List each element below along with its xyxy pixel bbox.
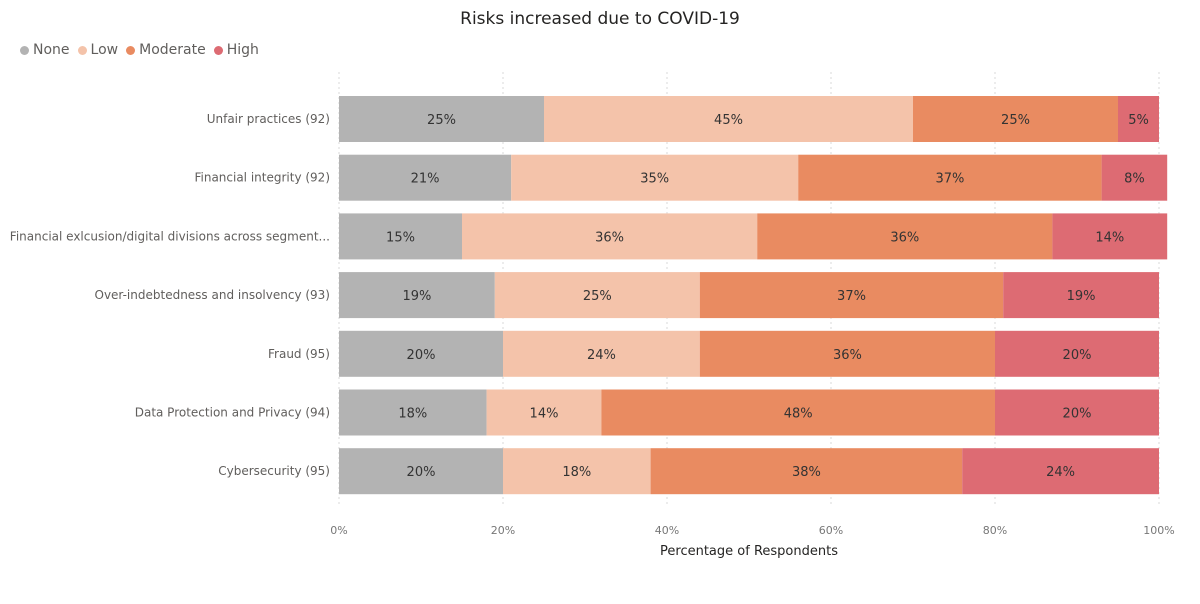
bar-segment-high[interactable] xyxy=(1118,96,1159,142)
legend-marker xyxy=(126,45,136,55)
data-label: 18% xyxy=(562,465,591,480)
data-label: 8% xyxy=(1124,172,1145,187)
bar-segment-none[interactable] xyxy=(339,213,462,260)
bar-segment-low[interactable] xyxy=(462,213,758,260)
bar-segment-moderate[interactable] xyxy=(699,272,1004,319)
data-label: 25% xyxy=(1001,113,1030,128)
data-label: 20% xyxy=(407,465,436,480)
bar-segment-none[interactable] xyxy=(339,96,544,142)
data-label: 25% xyxy=(427,113,456,128)
bar-segment-low[interactable] xyxy=(511,154,799,201)
bar-segment-none[interactable] xyxy=(339,154,512,201)
bar-segment-moderate[interactable] xyxy=(913,96,1118,142)
legend-label: High xyxy=(226,42,259,58)
data-label: 36% xyxy=(890,230,919,245)
legend-label: None xyxy=(33,42,70,58)
legend-item-moderate[interactable]: Moderate xyxy=(126,42,206,58)
data-label: 38% xyxy=(792,465,821,480)
legend: None Low Moderate High xyxy=(20,42,267,58)
bar-segment-none[interactable] xyxy=(339,272,495,319)
x-tick-label: 80% xyxy=(983,524,1007,537)
data-label: 48% xyxy=(784,407,813,422)
data-label: 24% xyxy=(1046,465,1075,480)
legend-item-high[interactable]: High xyxy=(213,42,259,58)
category-label: Financial exlcusion/digital divisions ac… xyxy=(10,229,330,243)
x-tick-label: 0% xyxy=(330,524,347,537)
category-label: Data Protection and Privacy (94) xyxy=(135,406,330,420)
data-label: 15% xyxy=(386,230,415,245)
data-label: 25% xyxy=(583,289,612,304)
data-label: 37% xyxy=(837,289,866,304)
bar-segment-moderate[interactable] xyxy=(650,448,963,495)
x-tick-label: 100% xyxy=(1143,524,1174,537)
chart-title: Risks increased due to COVID-19 xyxy=(460,9,740,29)
bar-segment-moderate[interactable] xyxy=(601,389,995,436)
x-tick-label: 40% xyxy=(655,524,679,537)
data-label: 19% xyxy=(402,289,431,304)
data-label: 20% xyxy=(1063,407,1092,422)
bar-segment-moderate[interactable] xyxy=(798,154,1102,201)
bar-segment-high[interactable] xyxy=(995,330,1159,377)
bar-segment-low[interactable] xyxy=(486,389,602,436)
x-tick-label: 60% xyxy=(819,524,843,537)
data-label: 20% xyxy=(407,348,436,363)
legend-item-low[interactable]: Low xyxy=(77,42,119,58)
bar-segment-low[interactable] xyxy=(494,272,700,319)
legend-item-none[interactable]: None xyxy=(20,42,70,58)
data-label: 14% xyxy=(1095,230,1124,245)
bar-segment-high[interactable] xyxy=(1003,272,1159,319)
legend-marker xyxy=(77,45,87,55)
legend-label: Low xyxy=(90,42,119,58)
data-label: 24% xyxy=(587,348,616,363)
bar-segment-low[interactable] xyxy=(503,448,651,495)
bar-segment-high[interactable] xyxy=(1101,154,1168,201)
data-label: 20% xyxy=(1063,348,1092,363)
legend-label: Moderate xyxy=(139,42,206,58)
legend-marker xyxy=(20,45,29,55)
category-label: Fraud (95) xyxy=(268,347,330,361)
data-label: 36% xyxy=(595,230,624,245)
category-label: Unfair practices (92) xyxy=(207,112,330,126)
x-axis-title: Percentage of Respondents xyxy=(660,544,838,559)
bar-segment-moderate[interactable] xyxy=(699,330,995,377)
bar-segment-high[interactable] xyxy=(1052,213,1168,260)
bar-segment-none[interactable] xyxy=(339,389,487,436)
data-label: 19% xyxy=(1067,289,1096,304)
x-tick-label: 20% xyxy=(491,524,515,537)
bar-segment-moderate[interactable] xyxy=(757,213,1053,260)
category-label: Over-indebtedness and insolvency (93) xyxy=(95,288,331,302)
bar-segment-high[interactable] xyxy=(962,448,1159,495)
data-label: 45% xyxy=(714,113,743,128)
data-label: 36% xyxy=(833,348,862,363)
data-label: 5% xyxy=(1128,113,1149,128)
bar-segment-none[interactable] xyxy=(339,330,503,377)
bar-segment-low[interactable] xyxy=(544,96,913,142)
bar-segment-high[interactable] xyxy=(995,389,1159,436)
data-label: 37% xyxy=(935,172,964,187)
data-label: 35% xyxy=(640,172,669,187)
category-label: Cybersecurity (95) xyxy=(218,464,330,478)
data-label: 21% xyxy=(411,172,440,187)
bar-segment-low[interactable] xyxy=(503,330,700,377)
data-label: 14% xyxy=(530,407,559,422)
legend-marker xyxy=(213,45,223,55)
bar-segment-none[interactable] xyxy=(339,448,503,495)
data-label: 18% xyxy=(398,407,427,422)
category-label: Financial integrity (92) xyxy=(194,171,330,185)
